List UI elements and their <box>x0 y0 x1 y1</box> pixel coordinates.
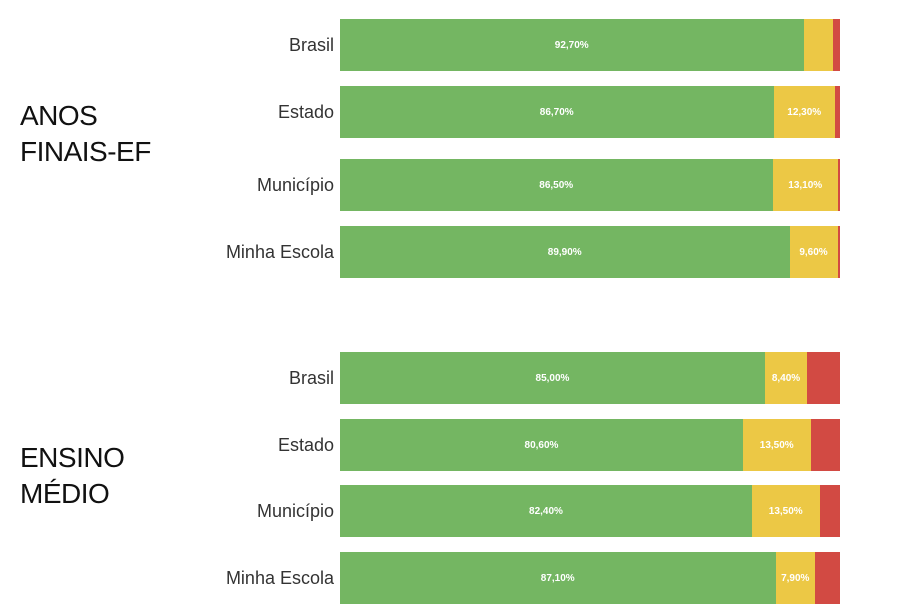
ensino-medio-segment-yellow-municipio: 13,50% <box>752 485 820 537</box>
anos-finais-title-line: ANOS <box>20 100 98 131</box>
anos-finais-segment-yellow-brasil <box>803 19 833 71</box>
ensino-medio-segment-green-estado: 80,60% <box>340 419 743 471</box>
anos-finais-segment-red-estado <box>835 86 840 138</box>
ensino-medio-segment-yellow-estado: 13,50% <box>743 419 811 471</box>
anos-finais-label-brasil: Brasil <box>288 35 334 55</box>
anos-finais-segment-green-brasil: 92,70% <box>340 19 804 71</box>
ensino-medio-segment-green-minha-escola: 87,10% <box>340 552 776 604</box>
anos-finais-segment-green-estado: 86,70% <box>340 86 774 138</box>
ensino-medio-label-estado: Estado <box>277 435 334 455</box>
ensino-medio-label-brasil: Brasil <box>288 368 334 388</box>
ensino-medio-title: ENSINO MÉDIO <box>20 440 125 512</box>
anos-finais-bar-minha-escola: 89,90% 9,60% <box>340 226 840 278</box>
ensino-medio-segment-red-municipio <box>819 485 840 537</box>
ensino-medio-segment-red-brasil <box>807 352 840 404</box>
ensino-medio-bar-estado: 80,60% 13,50% <box>340 419 840 471</box>
ensino-medio-segment-red-estado <box>810 419 840 471</box>
ensino-medio-segment-yellow-minha-escola: 7,90% <box>775 552 815 604</box>
anos-finais-label-minha-escola: Minha Escola <box>225 242 334 262</box>
anos-finais-label-municipio: Município <box>256 175 334 195</box>
ensino-medio-segment-yellow-brasil: 8,40% <box>765 352 807 404</box>
anos-finais-segment-green-minha-escola: 89,90% <box>340 226 790 278</box>
ensino-medio-title-line: MÉDIO <box>20 478 110 509</box>
anos-finais-segment-yellow-minha-escola: 9,60% <box>789 226 838 278</box>
anos-finais-title-line: FINAIS-EF <box>20 136 151 167</box>
ensino-medio-title-line: ENSINO <box>20 442 125 473</box>
anos-finais-segment-yellow-estado: 12,30% <box>773 86 835 138</box>
anos-finais-label-estado: Estado <box>277 102 334 122</box>
ensino-medio-label-minha-escola: Minha Escola <box>225 568 334 588</box>
anos-finais-title: ANOS FINAIS-EF <box>20 98 151 170</box>
ensino-medio-segment-green-brasil: 85,00% <box>340 352 765 404</box>
ensino-medio-label-municipio: Município <box>256 501 334 521</box>
anos-finais-bar-brasil: 92,70% <box>340 19 840 71</box>
anos-finais-segment-red-municipio <box>838 159 840 211</box>
anos-finais-segment-yellow-municipio: 13,10% <box>772 159 838 211</box>
ensino-medio-segment-green-municipio: 82,40% <box>340 485 752 537</box>
ensino-medio-segment-red-minha-escola <box>815 552 840 604</box>
anos-finais-bar-municipio: 86,50% 13,10% <box>340 159 840 211</box>
anos-finais-segment-green-municipio: 86,50% <box>340 159 773 211</box>
anos-finais-bar-estado: 86,70% 12,30% <box>340 86 840 138</box>
ensino-medio-bar-municipio: 82,40% 13,50% <box>340 485 840 537</box>
ensino-medio-bar-minha-escola: 87,10% 7,90% <box>340 552 840 604</box>
ensino-medio-bar-brasil: 85,00% 8,40% <box>340 352 840 404</box>
anos-finais-segment-red-minha-escola <box>837 226 840 278</box>
anos-finais-segment-red-brasil <box>833 19 840 71</box>
